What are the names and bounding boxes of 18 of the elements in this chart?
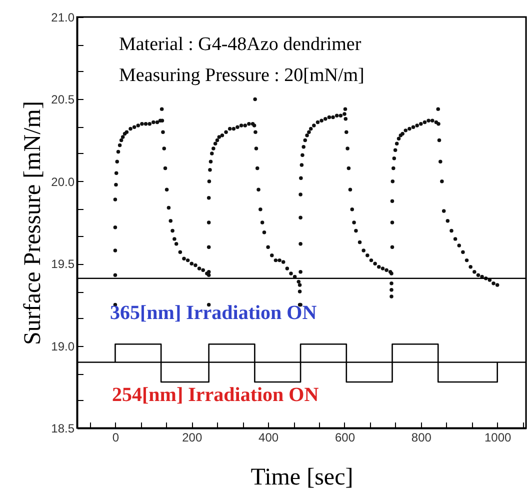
y-tick-label: 20.0 (51, 174, 75, 189)
y-tick-label: 18.5 (51, 422, 75, 436)
x-tick-label: 200 (182, 430, 202, 444)
annotation: Material : G4-48Azo dendrimer (119, 34, 362, 55)
x-axis-title: Time [sec] (250, 464, 354, 490)
y-tick-label: 19.0 (51, 339, 75, 354)
x-tick-label: 1000 (484, 430, 512, 444)
x-tick-label: 800 (411, 430, 432, 444)
x-tick-label: 400 (258, 430, 279, 444)
y-tick-label: 21.0 (51, 10, 75, 24)
y-tick-label: 20.5 (51, 92, 75, 107)
annotation: 254[nm] Irradiation ON (112, 384, 320, 406)
annotation: Measuring Pressure : 20[mN/m] (119, 65, 364, 86)
x-tick-label: 0 (112, 430, 120, 444)
y-tick-label: 19.5 (51, 257, 75, 272)
x-tick-label: 600 (334, 430, 356, 444)
annotation: 365[nm] Irradiation ON (110, 302, 318, 324)
y-axis-title: Surface Pressure [mN/m] (20, 101, 46, 345)
